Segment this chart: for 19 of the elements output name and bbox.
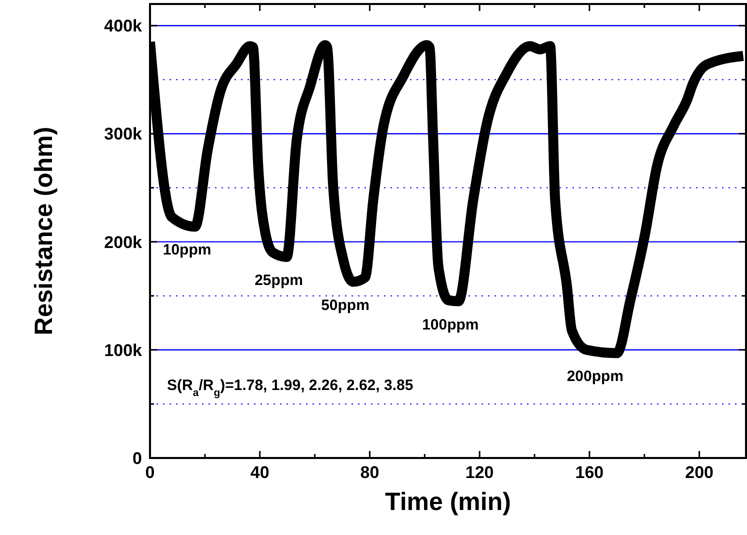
x-tick-label: 80 — [360, 463, 380, 482]
y-tick-label: 100k — [104, 340, 143, 360]
y-tick-label: 0 — [132, 449, 142, 468]
x-tick-label: 160 — [575, 463, 604, 482]
y-tick-label: 400k — [104, 16, 143, 36]
annotation: 200ppm — [566, 368, 624, 386]
annotation: 100ppm — [422, 316, 479, 334]
annotation: 25ppm — [254, 272, 303, 289]
y-tick-label: 200k — [104, 232, 143, 252]
y-axis-title: Resistance (ohm) — [30, 126, 58, 336]
annotation: S(R$_{a}$/R$_{g}$)=1.78, 1.99, 2.26, 2.62, 3.85 — [167, 377, 414, 399]
x-axis-title: Time (min) — [385, 488, 511, 516]
x-tick-label: 200 — [685, 463, 714, 482]
x-tick-label: 120 — [465, 463, 494, 482]
x-tick-label: 40 — [250, 463, 270, 482]
y-tick-label: 300k — [104, 124, 143, 144]
annotation: 10ppm — [162, 242, 212, 259]
x-tick-label: 0 — [145, 463, 155, 482]
annotation: 50ppm — [321, 296, 370, 314]
